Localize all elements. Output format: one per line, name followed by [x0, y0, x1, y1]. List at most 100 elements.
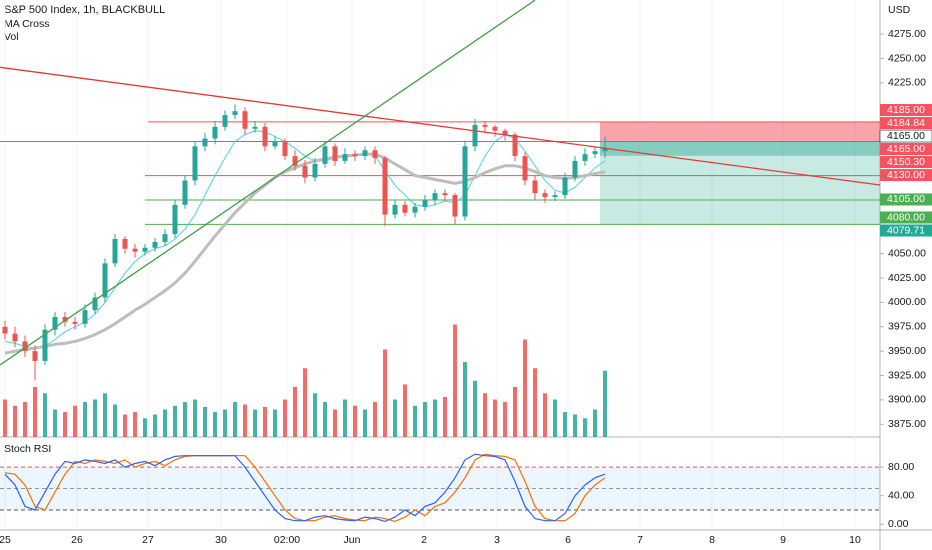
volume-bar [423, 402, 427, 437]
candle-body [562, 177, 568, 196]
candle-body [292, 156, 298, 166]
candle-body [162, 234, 168, 242]
volume-bar [283, 399, 287, 437]
y-tick-label: 4225.00 [888, 77, 926, 89]
volume-bar [193, 399, 197, 437]
candle-body [362, 150, 368, 157]
volume-bar [243, 404, 247, 437]
x-tick-label: Jun [344, 534, 361, 546]
y-tick-label: 3925.00 [888, 369, 926, 381]
candle-body [202, 138, 208, 147]
candle-body [542, 193, 548, 198]
volume-bar [233, 402, 237, 437]
candle-body [2, 326, 8, 334]
price-tag [880, 117, 932, 130]
volume-bar [323, 402, 327, 437]
candle-body [262, 126, 268, 147]
candle-body [372, 150, 378, 159]
volume-bar [563, 412, 567, 437]
volume-bar [73, 405, 77, 437]
candle-body [512, 134, 518, 157]
volume-bar [373, 402, 377, 437]
x-tick-label: 3 [494, 534, 500, 546]
volume-bar [133, 412, 137, 437]
volume-bar [63, 412, 67, 437]
indicator-label: Vol [4, 31, 19, 43]
volume-bar [433, 399, 437, 437]
rsi-y-tick-label: 0.00 [888, 518, 909, 530]
rsi-y-tick-label: 80.00 [888, 461, 914, 473]
trendline [0, 0, 536, 366]
candle-body [572, 160, 578, 178]
volume-bar [383, 349, 387, 437]
volume-bar [593, 409, 597, 437]
volume-bar [603, 370, 607, 437]
candle-body [102, 263, 108, 298]
x-tick-label: 2 [421, 534, 427, 546]
candle-body [452, 195, 458, 217]
candle-body [12, 333, 18, 342]
volume-bar [83, 402, 87, 437]
candle-body [92, 297, 98, 311]
volume-bar [553, 399, 557, 437]
volume-bar [103, 393, 107, 437]
y-tick-label: 4025.00 [888, 272, 926, 284]
volume-bar [443, 397, 447, 437]
candle-body [312, 163, 318, 178]
candle-body [212, 126, 218, 139]
volume-bar [573, 414, 577, 437]
indicator-label: MA Cross [4, 18, 50, 30]
candle-body [112, 238, 118, 264]
x-tick-label: 10 [849, 534, 861, 546]
candle-body [522, 156, 528, 181]
price-tag [880, 211, 932, 224]
volume-bar [463, 362, 467, 437]
x-tick-label: 25 [0, 534, 11, 546]
candle-body [412, 206, 418, 213]
volume-bar [123, 414, 127, 437]
x-tick-label: 9 [780, 534, 786, 546]
candle-body [232, 111, 238, 116]
candle-body [392, 204, 398, 215]
y-tick-label: 3900.00 [888, 394, 926, 406]
candle-body [482, 124, 488, 127]
volume-bar [253, 409, 257, 437]
volume-bar [543, 393, 547, 437]
candle-body [582, 154, 588, 161]
candle-body [592, 151, 598, 155]
price-tag [880, 224, 932, 237]
price-tag-label: 4079.71 [887, 224, 925, 236]
candle-body [32, 351, 38, 361]
candle-body [22, 341, 28, 352]
x-tick-label: 27 [142, 534, 154, 546]
candle-body [352, 154, 358, 157]
candle-body [472, 124, 478, 147]
volume-bar [403, 384, 407, 437]
candle-body [172, 204, 178, 235]
price-tag-label: 4080.00 [887, 211, 925, 223]
candle-body [272, 141, 278, 147]
volume-bar [453, 324, 457, 437]
volume-bar [13, 405, 17, 437]
volume-bar [513, 387, 517, 437]
volume-bar [143, 418, 147, 437]
candle-body [602, 148, 608, 152]
volume-bar [53, 409, 57, 437]
volume-bar [333, 409, 337, 437]
volume-bar [43, 393, 47, 437]
price-tag [880, 143, 932, 156]
candle-body [442, 193, 448, 196]
candle-body [332, 146, 338, 161]
x-tick-label: 6 [565, 534, 571, 546]
volume-bar [303, 368, 307, 437]
candle-body [152, 241, 158, 248]
volume-bar [483, 393, 487, 437]
price-tag [880, 104, 932, 117]
volume-bar [313, 393, 317, 437]
volume-bar [263, 407, 267, 437]
y-tick-label: 4050.00 [888, 247, 926, 259]
candle-body [222, 115, 228, 127]
y-tick-label: 4250.00 [888, 52, 926, 64]
candle-body [402, 204, 408, 213]
